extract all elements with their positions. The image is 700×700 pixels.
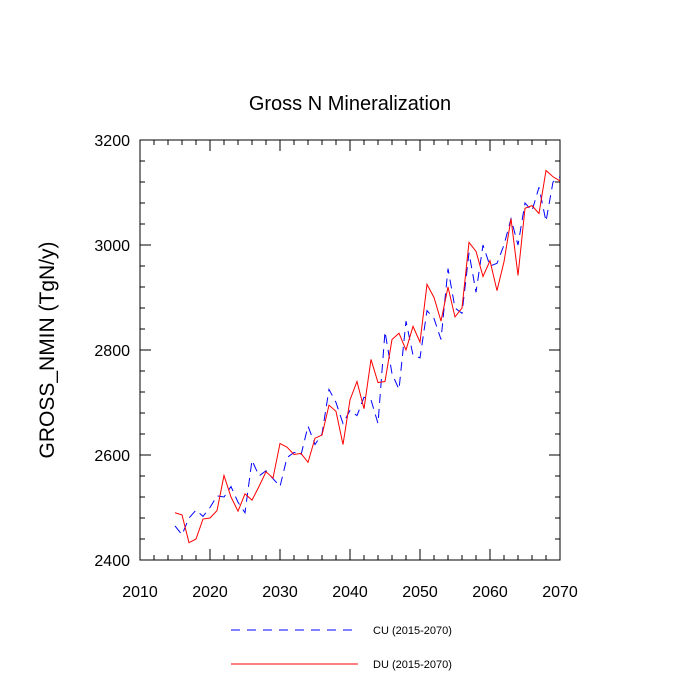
- x-tick-label: 2040: [332, 584, 368, 601]
- legend-label-cu: CU (2015-2070): [373, 625, 452, 637]
- plot-frame: [139, 139, 561, 561]
- x-tick-label: 2060: [472, 584, 508, 601]
- plot-area: 2010 2020 2030 2040 2050 2060 2070 2400 2600 2800…: [94, 133, 577, 601]
- legend: CU (2015-2070) DU (2015-2070): [231, 625, 452, 671]
- y-tick-label: 2400: [94, 553, 130, 570]
- y-axis-label: GROSS_NMIN (TgN/y): [36, 241, 59, 458]
- series-line-du: [174, 169, 561, 544]
- series-line-cu: [174, 176, 561, 536]
- x-tick-label: 2020: [192, 584, 228, 601]
- y-tick-label: 2600: [94, 448, 130, 465]
- x-tick-label: 2050: [402, 584, 438, 601]
- x-tick-label: 2010: [122, 584, 158, 601]
- legend-label-du: DU (2015-2070): [373, 659, 452, 671]
- y-tick-label: 2800: [94, 343, 130, 360]
- chart-title: Gross N Mineralization: [249, 93, 451, 115]
- y-tick-label: 3200: [94, 133, 130, 150]
- x-tick-label: 2030: [262, 584, 298, 601]
- x-tick-label: 2070: [542, 584, 578, 601]
- y-tick-label: 3000: [94, 238, 130, 255]
